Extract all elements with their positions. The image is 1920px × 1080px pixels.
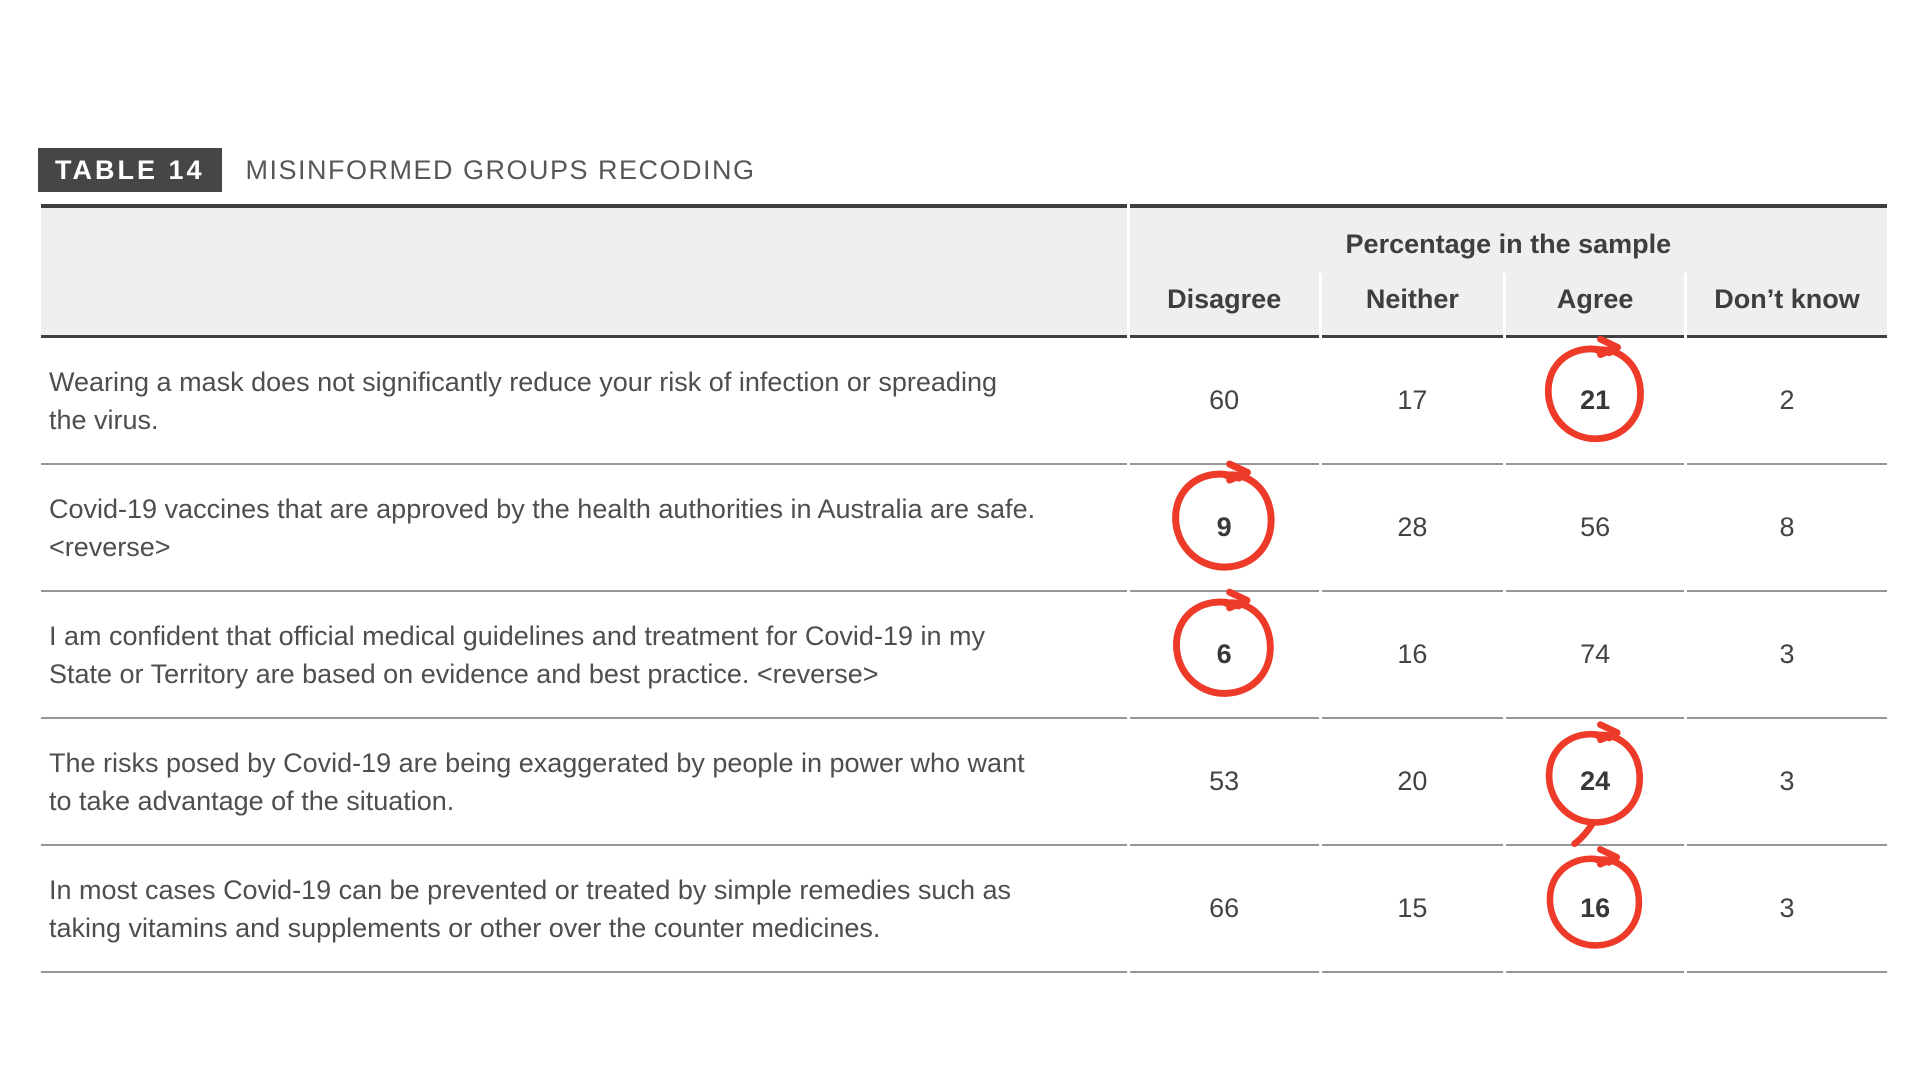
table-row: The risks posed by Covid-19 are being ex… [41, 719, 1887, 847]
table-row: Wearing a mask does not significantly re… [41, 335, 1887, 465]
statement-header-cell [41, 204, 1127, 338]
report-table-block: TABLE 14 MISINFORMED GROUPS RECODING Per… [38, 148, 1890, 973]
value-dont-know: 3 [1687, 719, 1887, 846]
statement: I am confident that official medical gui… [41, 592, 1127, 719]
value-disagree: 66 [1129, 846, 1319, 973]
value-neither: 20 [1321, 719, 1504, 846]
value-neither: 16 [1321, 592, 1504, 719]
value-agree: 24 [1506, 719, 1685, 847]
value-neither: 17 [1321, 338, 1504, 465]
value-dont-know: 8 [1687, 465, 1887, 592]
table-header: Percentage in the sample Disagree Neithe… [41, 204, 1887, 338]
statement: The risks posed by Covid-19 are being ex… [41, 719, 1127, 846]
value-disagree: 9 [1129, 460, 1319, 592]
table-number-tag: TABLE 14 [38, 148, 222, 192]
table-row: I am confident that official medical gui… [41, 588, 1887, 719]
table-caption: MISINFORMED GROUPS RECODING [245, 154, 756, 185]
group-header-row: Percentage in the sample [41, 204, 1887, 338]
table-row: Covid-19 vaccines that are approved by t… [41, 460, 1887, 592]
column-header-dont-know: Don’t know [1687, 273, 1887, 338]
data-table: Percentage in the sample Disagree Neithe… [38, 204, 1890, 973]
column-header-row: Disagree Neither Agree Don’t know [41, 273, 1887, 338]
value-neither: 28 [1321, 465, 1504, 592]
group-header: Percentage in the sample [1129, 204, 1887, 273]
value-agree: 16 [1506, 845, 1685, 973]
value-disagree: 60 [1129, 338, 1319, 465]
value-neither: 15 [1321, 846, 1504, 973]
value-agree: 21 [1506, 335, 1685, 465]
statement: In most cases Covid-19 can be prevented … [41, 846, 1127, 973]
table-row: In most cases Covid-19 can be prevented … [41, 845, 1887, 973]
value-dont-know: 3 [1687, 846, 1887, 973]
column-header-neither: Neither [1321, 273, 1504, 338]
value-agree: 56 [1506, 465, 1685, 592]
value-disagree: 53 [1129, 719, 1319, 846]
value-dont-know: 3 [1687, 592, 1887, 719]
column-header-disagree: Disagree [1129, 273, 1319, 338]
statement: Wearing a mask does not significantly re… [41, 338, 1127, 465]
value-dont-know: 2 [1687, 338, 1887, 465]
column-header-agree: Agree [1506, 273, 1685, 338]
value-disagree: 6 [1129, 588, 1319, 719]
table-title: TABLE 14 MISINFORMED GROUPS RECODING [38, 148, 1890, 192]
value-agree: 74 [1506, 592, 1685, 719]
statement: Covid-19 vaccines that are approved by t… [41, 465, 1127, 592]
